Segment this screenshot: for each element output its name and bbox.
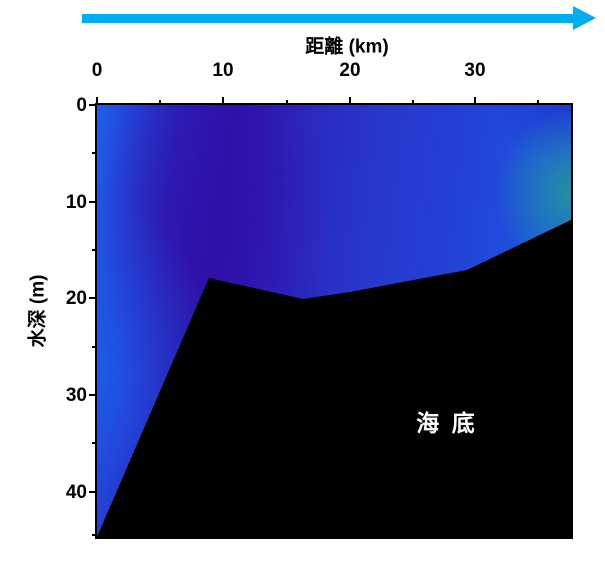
x-tick-major-30 (474, 97, 476, 105)
seabed-polygon (97, 220, 571, 537)
y-tick-minor-35 (92, 442, 97, 444)
y-tick-major-10 (89, 201, 97, 203)
x-tick-minor-35 (537, 100, 539, 105)
y-tick-major-0 (89, 104, 97, 106)
x-tick-minor-15 (286, 100, 288, 105)
x-tick-major-0 (96, 97, 98, 105)
y-tick-label-30: 30 (65, 385, 87, 406)
x-tick-label-10: 10 (212, 60, 234, 81)
x-tick-major-20 (349, 97, 351, 105)
arrow-head-icon (573, 6, 596, 30)
y-tick-label-40: 40 (65, 482, 87, 503)
y-axis-title: 水深 (m) (27, 274, 49, 348)
x-axis-title: 距離 (km) (305, 36, 389, 58)
y-tick-label-10: 10 (65, 192, 87, 213)
x-tick-label-30: 30 (464, 60, 486, 81)
y-tick-minor-5 (92, 152, 97, 154)
y-tick-minor-15 (92, 249, 97, 251)
x-tick-minor-5 (159, 100, 161, 105)
x-tick-label-20: 20 (339, 60, 361, 81)
y-tick-minor-25 (92, 346, 97, 348)
y-tick-label-0: 0 (76, 95, 87, 116)
plot-area: 海 底 (95, 103, 573, 539)
y-tick-minor-45 (92, 534, 97, 536)
y-tick-major-40 (89, 491, 97, 493)
seabed-label: 海 底 (416, 410, 478, 436)
x-tick-minor-25 (412, 100, 414, 105)
x-tick-label-0: 0 (91, 60, 103, 81)
y-tick-major-20 (89, 297, 97, 299)
flow-direction-arrow (82, 14, 573, 23)
y-tick-major-30 (89, 394, 97, 396)
y-tick-label-20: 20 (65, 288, 87, 309)
x-tick-major-10 (222, 97, 224, 105)
